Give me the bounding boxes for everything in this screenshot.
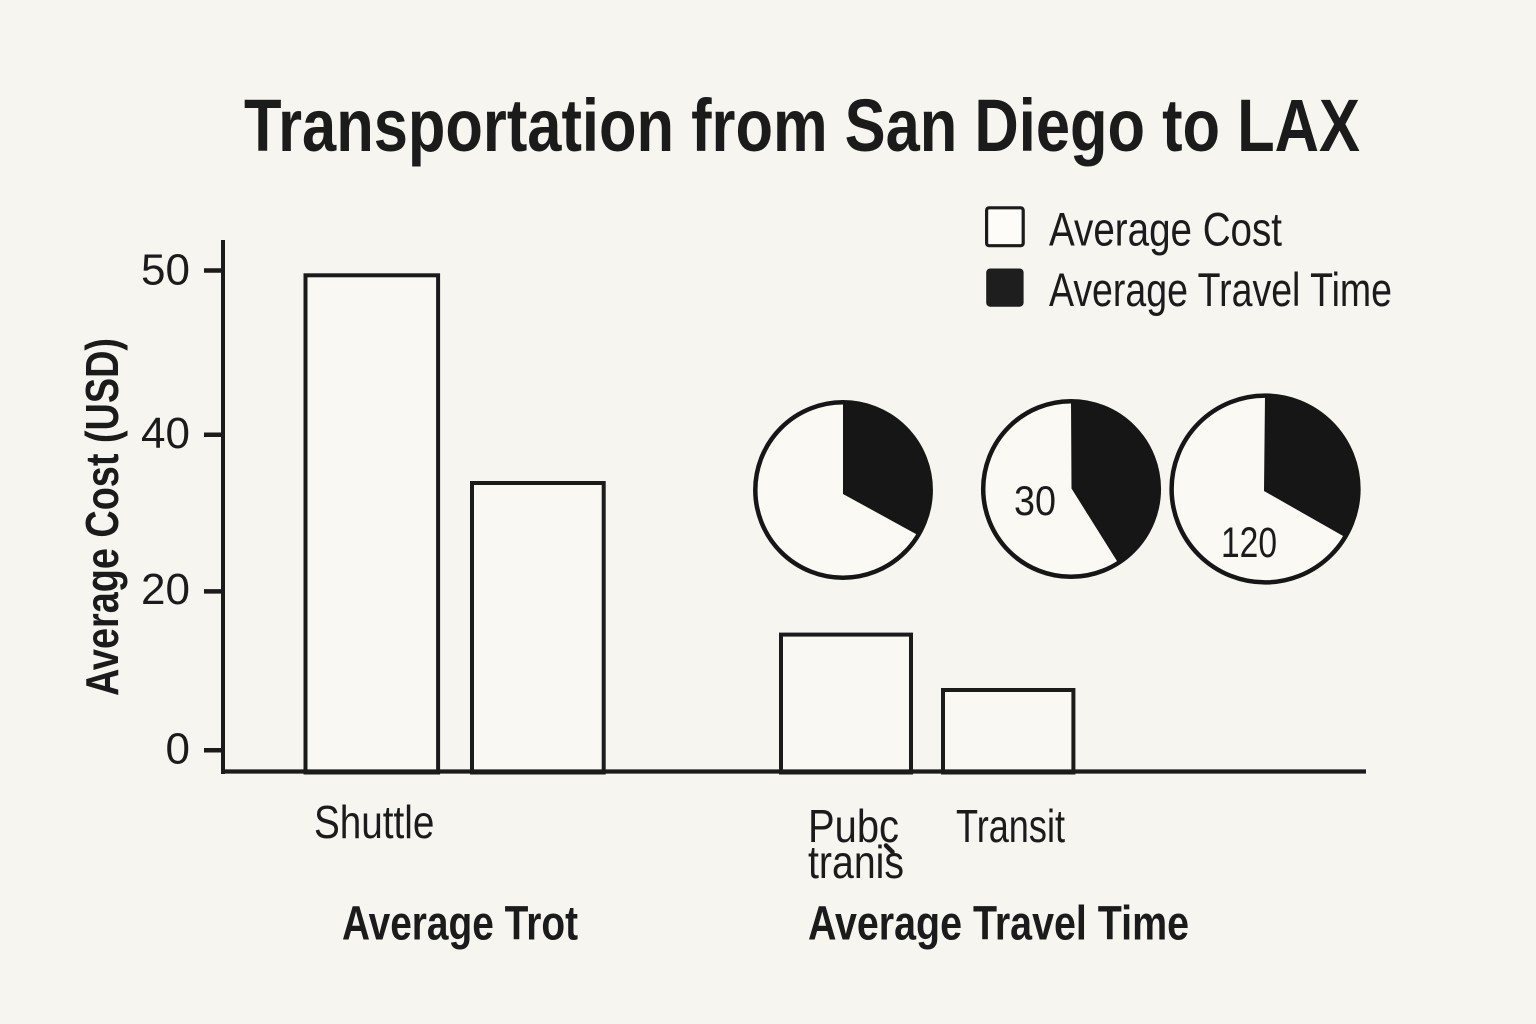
svg-text:Average Cost (USD): Average Cost (USD) [76, 338, 128, 696]
svg-text:Pubc: Pubc [808, 800, 899, 852]
svg-text:20: 20 [141, 565, 190, 614]
svg-text:120: 120 [1221, 519, 1277, 567]
svg-text:50: 50 [141, 246, 190, 295]
svg-text:30: 30 [1014, 477, 1056, 524]
svg-text:Transportation from San Diego: Transportation from San Diego to LAX [244, 84, 1360, 167]
svg-text:0: 0 [166, 725, 190, 774]
svg-text:Average Cost: Average Cost [1049, 203, 1282, 256]
svg-text:Shuttle: Shuttle [314, 796, 434, 848]
svg-text:Average Travel Time: Average Travel Time [1049, 263, 1392, 316]
svg-text:40: 40 [141, 409, 190, 458]
svg-text:Average Travel Time: Average Travel Time [808, 898, 1189, 951]
svg-text:Transit: Transit [956, 800, 1065, 852]
svg-text:tranis: tranis [808, 836, 904, 888]
svg-text:Average Trot: Average Trot [342, 898, 578, 951]
